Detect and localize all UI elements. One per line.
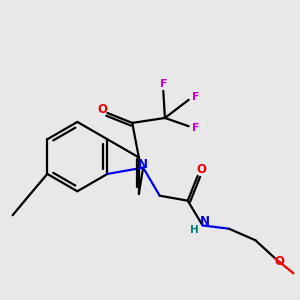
Text: F: F [192,92,199,101]
Text: F: F [192,123,199,133]
Text: O: O [98,103,107,116]
Text: O: O [196,164,206,176]
Text: F: F [160,79,167,89]
Text: H: H [190,225,199,236]
Text: O: O [274,255,284,268]
Text: N: N [138,158,148,171]
Text: N: N [200,215,210,228]
